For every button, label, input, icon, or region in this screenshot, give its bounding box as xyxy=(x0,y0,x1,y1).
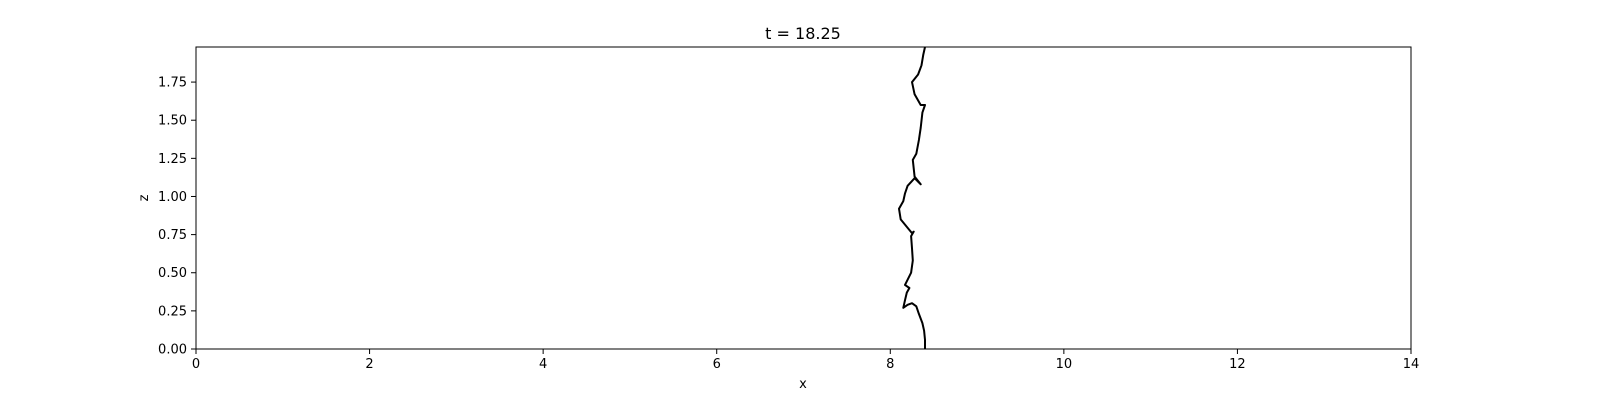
x-tick-label: 4 xyxy=(539,357,547,372)
x-tick-label: 2 xyxy=(365,357,373,372)
plot-area xyxy=(195,46,1412,350)
y-tick-label: 0.25 xyxy=(158,304,187,319)
x-tick-label: 0 xyxy=(192,357,200,372)
x-tick-label: 14 xyxy=(1403,357,1420,372)
x-tick-label: 12 xyxy=(1229,357,1246,372)
x-tick-label: 6 xyxy=(713,357,721,372)
y-tick-label: 1.50 xyxy=(158,114,187,129)
x-axis-title: x xyxy=(799,377,807,392)
y-tick-label: 0.75 xyxy=(158,228,187,243)
x-tick-label: 8 xyxy=(886,357,894,372)
plot-title: t = 18.25 xyxy=(765,24,841,43)
y-axis: 0.00 0.25 0.50 0.75 1.00 1.25 1.50 1.75 xyxy=(158,76,196,358)
plot-frame xyxy=(195,46,1412,350)
y-tick-label: 1.25 xyxy=(158,152,187,167)
interface-contour-line xyxy=(898,46,926,349)
x-tick-label: 10 xyxy=(1056,357,1073,372)
y-tick-label: 0.50 xyxy=(158,266,187,281)
y-tick-label: 0.00 xyxy=(158,343,187,358)
y-tick-label: 1.00 xyxy=(158,190,187,205)
y-axis-title: z xyxy=(137,194,152,201)
y-tick-label: 1.75 xyxy=(158,76,187,91)
x-axis: 0 2 4 6 8 10 12 14 xyxy=(192,349,1419,372)
